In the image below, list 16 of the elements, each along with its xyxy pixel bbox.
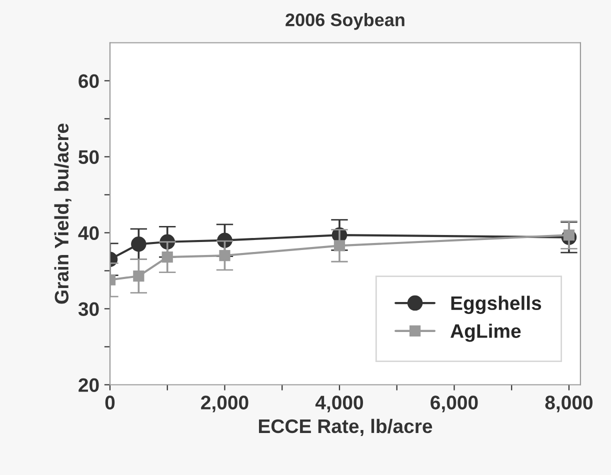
point: [219, 250, 230, 262]
x-tick-label: 4,000: [315, 396, 364, 412]
legend-label: AgLime: [450, 324, 521, 342]
y-axis-title: Grain Yield, bu/acre: [54, 124, 72, 304]
x-tick-label: 6,000: [430, 396, 478, 412]
y-tick-label: 20: [78, 378, 99, 392]
y-tick-label: 30: [78, 302, 99, 316]
x-axis-title: ECCE Rate, lb/acre: [258, 418, 432, 436]
x-tick-label: 8,000: [545, 396, 593, 412]
chart-title: 2006 Soybean: [286, 13, 404, 30]
x-tick-label: 0: [105, 396, 115, 410]
x-tick-label: 2,000: [201, 396, 248, 412]
legend-label: Eggshells: [451, 296, 542, 314]
y-tick-label: 50: [78, 150, 99, 164]
y-tick-label: 60: [78, 74, 99, 88]
y-tick-label: 40: [78, 226, 99, 240]
